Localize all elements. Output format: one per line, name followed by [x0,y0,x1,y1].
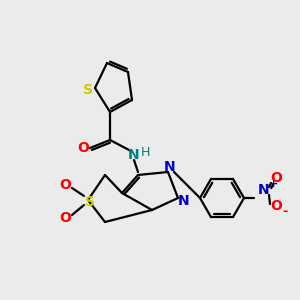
Text: +: + [268,179,278,189]
Text: O: O [270,171,282,185]
Text: -: - [282,205,288,218]
Text: O: O [59,211,71,225]
Text: N: N [128,148,140,162]
Text: H: H [140,146,150,158]
Text: N: N [164,160,176,174]
Text: N: N [178,194,190,208]
Text: O: O [59,178,71,192]
Text: O: O [270,199,282,213]
Text: S: S [83,83,93,97]
Text: O: O [77,141,89,155]
Text: N: N [258,183,270,197]
Text: S: S [85,195,95,209]
